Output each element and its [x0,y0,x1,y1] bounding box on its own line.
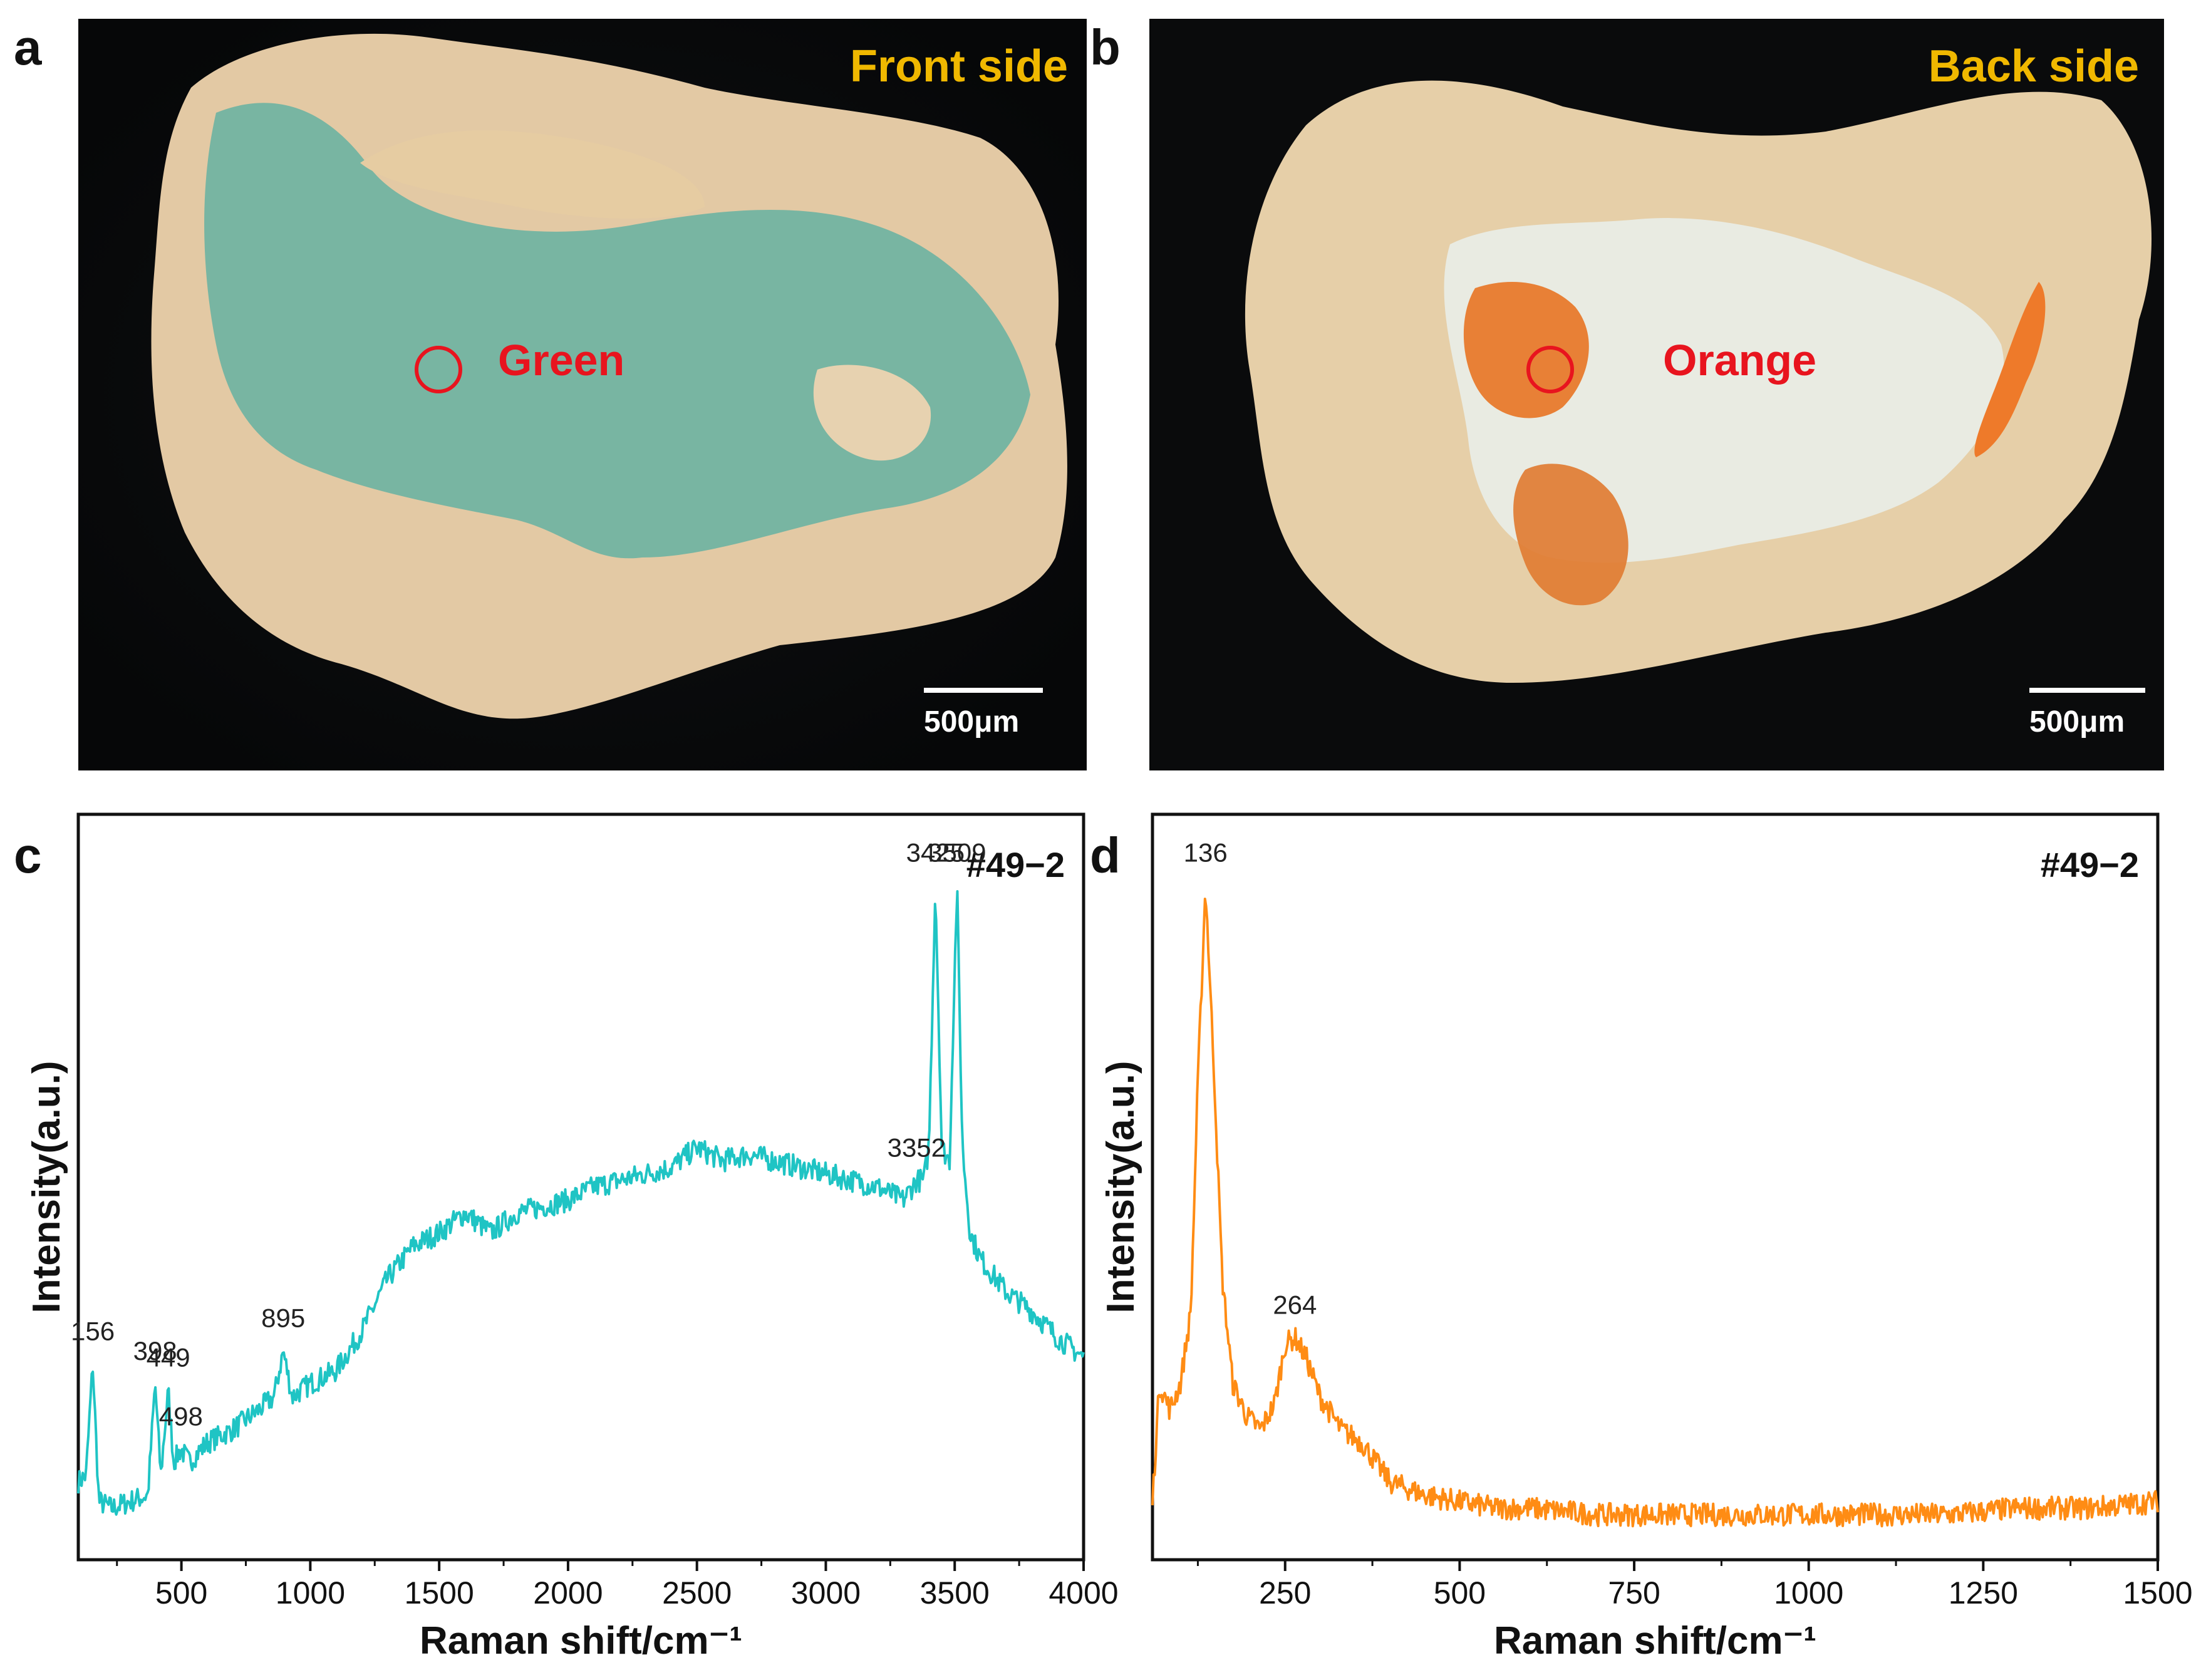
peak-label: 398 [133,1336,177,1366]
x-tick-label: 4000 [1049,1575,1118,1610]
peak-label: 156 [71,1316,115,1346]
x-axis-label: Raman shift/cm⁻¹ [1494,1619,1816,1662]
x-tick-label: 2000 [533,1575,603,1610]
spectrum-line [77,890,1085,1516]
panel-letter-a: a [14,19,42,75]
spectrum-line [1151,898,2159,1528]
side-label-back: Back side [1928,41,2139,91]
side-label-front: Front side [849,41,1068,91]
x-tick-label: 1000 [1774,1575,1843,1610]
x-tick-label: 2500 [662,1575,732,1610]
peak-label: 3352 [888,1133,946,1162]
x-tick-label: 500 [155,1575,207,1610]
x-tick-label: 1500 [2123,1575,2192,1610]
peak-label: 3509 [928,838,986,868]
scale-label-back: 500μm [2029,705,2125,739]
panel-letter-b: b [1090,19,1121,75]
x-tick-label: 1500 [405,1575,474,1610]
peak-label: 3425 [906,838,965,868]
sample-label: #49−2 [2041,845,2139,884]
y-axis-label: Intensity(a.u.) [25,1060,68,1313]
micrograph-back: Back side Orange 500μm [1149,19,2164,770]
x-tick-label: 3500 [920,1575,990,1610]
x-tick-label: 1000 [276,1575,345,1610]
micrograph-front: Front side Green 500μm [78,19,1087,770]
sample-label: #49−2 [966,845,1065,884]
chart-c: 500 1000 1500 2000 2500 3000 3500 4000 Raman shi… [25,812,1119,1662]
plot-frame [76,812,1085,1562]
x-tick-label: 750 [1608,1575,1660,1610]
spot-label-orange: Orange [1663,336,1817,385]
scale-label-front: 500μm [924,705,1020,739]
sample-spot-front [415,346,462,393]
plot-frame [1151,812,2160,1562]
x-axis-label: Raman shift/cm⁻¹ [420,1619,742,1662]
x-tick-label: 1250 [1949,1575,2018,1610]
panel-letter-c: c [14,827,42,883]
x-tick-label: 500 [1434,1575,1486,1610]
orange-pigment-region [1463,282,1589,418]
spot-label-green: Green [498,336,625,385]
panel-letter-d: d [1090,827,1121,883]
chart-d: 250 500 750 1000 1250 1500 Raman shift/cm⁻¹ Int… [1099,812,2193,1662]
green-pigment-region [204,103,1030,559]
x-tick-label: 3000 [791,1575,861,1610]
peak-label: 136 [1184,838,1228,868]
peak-label: 264 [1273,1290,1317,1320]
peak-label: 895 [261,1304,305,1333]
sample-spot-back [1526,346,1574,393]
x-tick-label: 250 [1259,1575,1311,1610]
sample-fragment-back [1149,19,2164,770]
peak-label: 498 [159,1402,203,1431]
peak-label: 449 [147,1342,190,1372]
y-axis-label: Intensity(a.u.) [1099,1060,1142,1313]
sample-fragment-front [78,19,1087,770]
